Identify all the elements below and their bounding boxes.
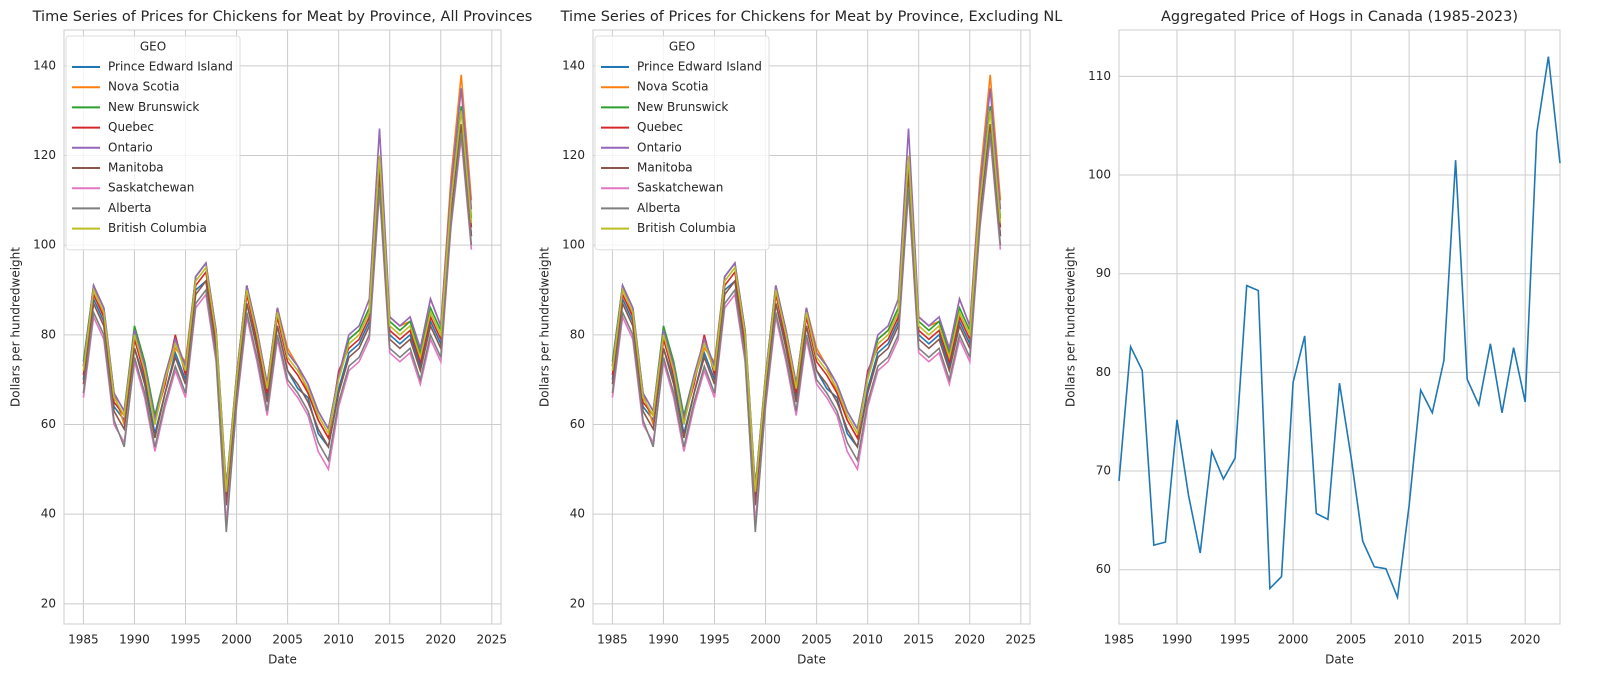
x-tick-label: 2010	[852, 633, 883, 647]
x-tick-label: 2015	[374, 633, 405, 647]
y-tick-label: 110	[1088, 69, 1111, 83]
x-tick-label: 2015	[903, 633, 934, 647]
x-tick-label: 2005	[1336, 633, 1367, 647]
series-line	[611, 124, 1002, 506]
plot-frame	[592, 29, 1031, 625]
x-tick-label: 2010	[1394, 633, 1425, 647]
x-tick-label: 1995	[699, 633, 730, 647]
x-tick-label: 1990	[1162, 633, 1193, 647]
y-tick-label: 40	[570, 507, 585, 521]
chart-title: Time Series of Prices for Chickens for M…	[560, 9, 1063, 25]
y-axis-label: Dollars per hundredweight	[538, 247, 552, 407]
series-line	[82, 110, 473, 492]
y-tick-label: 60	[41, 417, 56, 431]
x-tick-label: 1990	[648, 633, 679, 647]
x-tick-label: 1995	[1220, 633, 1251, 647]
x-axis-label: Date	[1325, 653, 1354, 667]
legend-label: Alberta	[637, 201, 681, 215]
y-tick-label: 90	[1096, 266, 1111, 280]
legend-label: Prince Edward Island	[108, 60, 233, 74]
legend-label: Ontario	[637, 140, 682, 154]
legend-label: Nova Scotia	[108, 80, 180, 94]
legend-label: Alberta	[108, 201, 152, 215]
y-tick-label: 140	[33, 58, 56, 72]
legend-label: Nova Scotia	[637, 80, 709, 94]
y-tick-label: 120	[562, 148, 585, 162]
x-tick-label: 2015	[1452, 633, 1483, 647]
legend-label: Manitoba	[637, 161, 693, 175]
legend-label: British Columbia	[108, 221, 207, 235]
series-line	[611, 133, 1002, 533]
x-tick-label: 2005	[272, 633, 303, 647]
y-tick-label: 40	[41, 507, 56, 521]
y-tick-label: 70	[1096, 464, 1111, 478]
chart-title: Time Series of Prices for Chickens for M…	[32, 9, 533, 25]
x-axis-label: Date	[797, 653, 826, 667]
y-tick-label: 80	[570, 327, 585, 341]
x-tick-label: 1985	[597, 633, 628, 647]
legend-label: Ontario	[108, 140, 153, 154]
y-tick-label: 20	[41, 596, 56, 610]
legend-label: Saskatchewan	[108, 181, 194, 195]
legend-label: New Brunswick	[637, 100, 728, 114]
y-tick-label: 100	[562, 238, 585, 252]
y-tick-label: 100	[1088, 168, 1111, 182]
series-line	[1118, 56, 1561, 601]
y-tick-label: 80	[41, 327, 56, 341]
plot-frame	[63, 29, 502, 625]
series-line	[82, 88, 473, 488]
x-tick-label: 2025	[477, 633, 508, 647]
legend-box	[594, 35, 770, 251]
x-tick-label: 2020	[954, 633, 985, 647]
x-tick-label: 1985	[1104, 633, 1135, 647]
y-tick-label: 140	[562, 58, 585, 72]
x-axis-label: Date	[268, 653, 297, 667]
y-tick-label: 120	[33, 148, 56, 162]
y-tick-label: 20	[570, 596, 585, 610]
x-tick-label: 2000	[750, 633, 781, 647]
y-axis-label: Dollars per hundredweight	[1064, 247, 1078, 407]
x-tick-label: 1985	[68, 633, 99, 647]
series-line	[82, 133, 473, 533]
y-tick-label: 60	[1096, 562, 1111, 576]
series-line	[611, 110, 1002, 492]
x-tick-label: 2005	[801, 633, 832, 647]
x-tick-label: 2000	[221, 633, 252, 647]
legend-label: British Columbia	[637, 221, 736, 235]
legend-label: Prince Edward Island	[637, 60, 762, 74]
y-axis-label: Dollars per hundredweight	[9, 247, 23, 407]
legend-label: Saskatchewan	[637, 181, 723, 195]
x-tick-label: 2025	[1006, 633, 1037, 647]
legend-label: New Brunswick	[108, 100, 199, 114]
x-tick-label: 2010	[323, 633, 354, 647]
x-tick-label: 2000	[1278, 633, 1309, 647]
legend-title: GEO	[669, 40, 695, 54]
legend-label: Quebec	[108, 120, 154, 134]
x-tick-label: 1990	[119, 633, 150, 647]
legend: GEO Prince Edward Island Nova Scotia New Br…	[594, 35, 770, 251]
y-tick-label: 100	[33, 238, 56, 252]
x-tick-label: 1995	[170, 633, 201, 647]
legend-title: GEO	[140, 40, 166, 54]
y-tick-label: 60	[570, 417, 585, 431]
legend-label: Quebec	[637, 120, 683, 134]
chart-title: Aggregated Price of Hogs in Canada (1985…	[1161, 9, 1518, 25]
y-tick-label: 80	[1096, 365, 1111, 379]
legend: GEO Prince Edward Island Nova Scotia New Br…	[65, 35, 241, 251]
legend-box	[65, 35, 241, 251]
x-tick-label: 2020	[425, 633, 456, 647]
legend-label: Manitoba	[108, 161, 164, 175]
series-line	[82, 124, 473, 506]
plot-frame	[1118, 29, 1561, 625]
series-line	[611, 88, 1002, 488]
x-tick-label: 2020	[1510, 633, 1541, 647]
